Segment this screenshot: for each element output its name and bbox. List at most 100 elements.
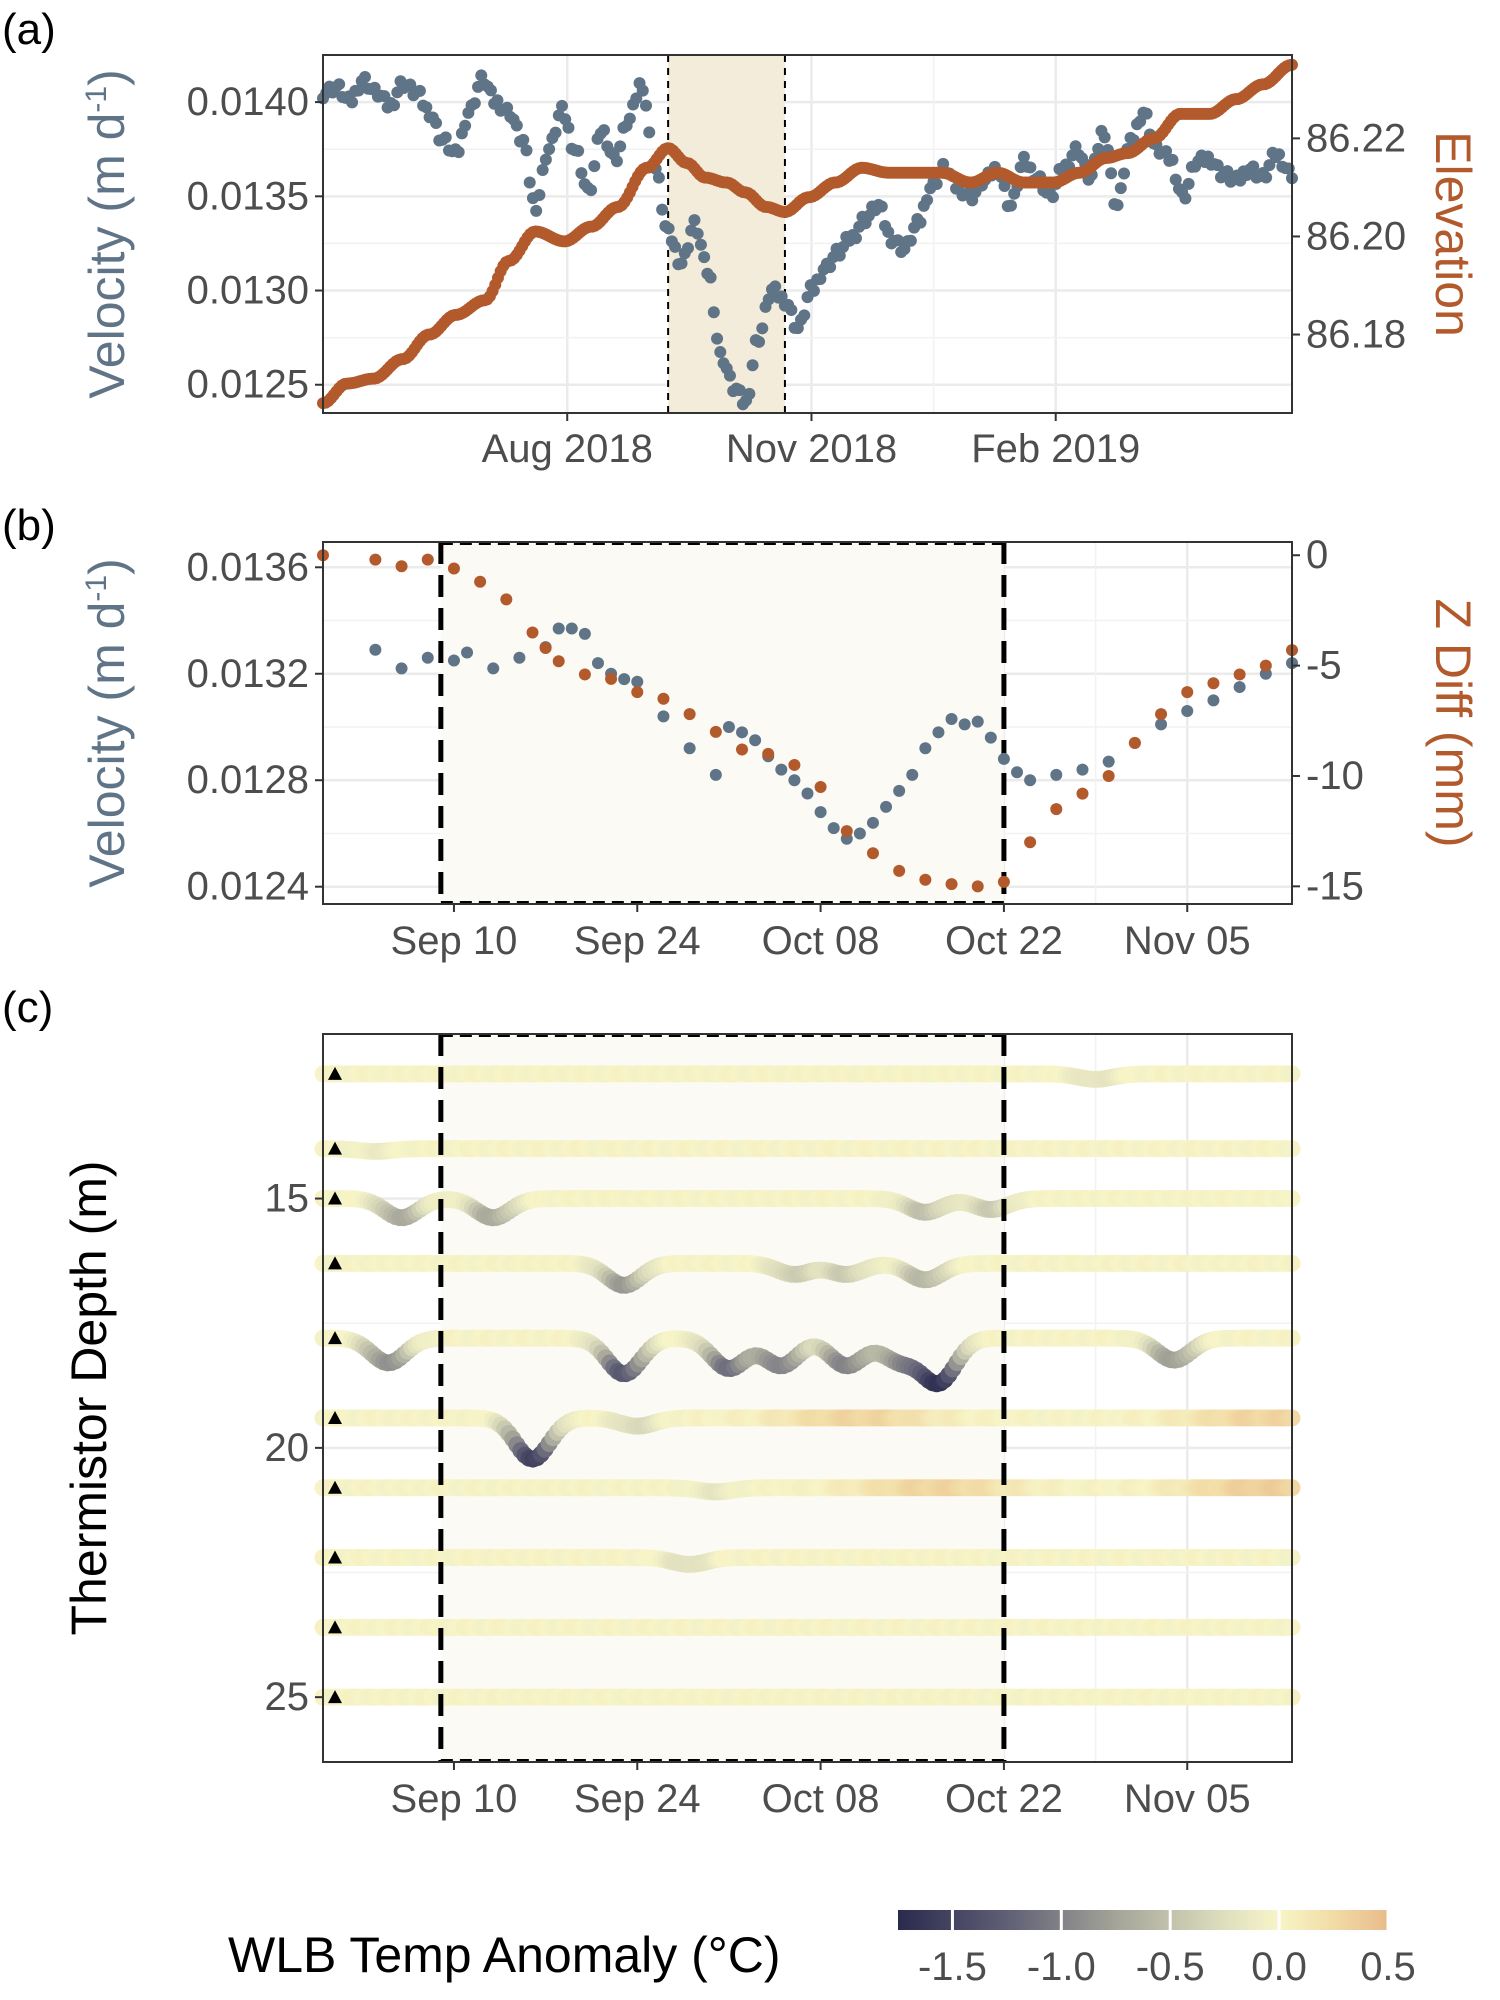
velocity-point xyxy=(1181,705,1194,718)
zdiff-point xyxy=(552,655,565,668)
velocity-point xyxy=(853,827,866,840)
velocity-point xyxy=(656,203,669,216)
panel-c-y-axis-title: Thermistor Depth (m) xyxy=(61,1160,117,1635)
zdiff-point xyxy=(1181,686,1194,699)
velocity-point xyxy=(694,238,707,251)
velocity-point xyxy=(743,387,756,400)
velocity-point xyxy=(814,273,827,286)
colorbar-legend: WLB Temp Anomaly (°C) -1.5 -1.0 -0.5 0.0… xyxy=(228,1910,1416,1989)
velocity-point xyxy=(552,622,565,635)
velocity-point xyxy=(698,251,711,264)
velocity-point xyxy=(1017,150,1030,163)
panel-a-x-tick-label: Aug 2018 xyxy=(482,427,653,471)
velocity-point xyxy=(866,816,879,829)
zdiff-point xyxy=(971,880,984,893)
velocity-point xyxy=(657,710,670,723)
panel-b-left-axis-title-end: ) xyxy=(79,558,135,575)
panel-b-zdiff-series xyxy=(317,549,1298,893)
velocity-point xyxy=(675,257,688,270)
panel-a-left-axis-title-main: Velocity (m d xyxy=(79,113,135,399)
velocity-point xyxy=(421,651,434,664)
panel-c: (c) 15 20 25 Sep 10 Sep 24 Oct 08 Oct 22 xyxy=(2,983,1301,1821)
zdiff-point xyxy=(1024,836,1037,849)
zdiff-point xyxy=(657,692,670,705)
panel-b-left-axis-title: Velocity (m d-1) xyxy=(79,558,135,888)
panel-c-y-axis: 15 20 25 xyxy=(265,1177,323,1719)
velocity-point xyxy=(533,188,546,201)
zdiff-point xyxy=(447,562,460,575)
colorbar-tick-label: 0.0 xyxy=(1251,1945,1307,1989)
panel-b-left-tick-label: 0.0136 xyxy=(187,545,309,589)
panel-b-x-tick-label: Sep 24 xyxy=(574,919,701,963)
velocity-point xyxy=(468,97,481,110)
velocity-point xyxy=(598,124,611,137)
velocity-point xyxy=(824,261,837,274)
panel-a-x-axis: Aug 2018 Nov 2018 Feb 2019 xyxy=(482,413,1140,471)
panel-b: (b) 0.0124 0.0128 0.0132 0.0136 0 -5 -10 xyxy=(2,501,1481,963)
panel-a-right-tick-label: 86.18 xyxy=(1306,313,1406,357)
velocity-point xyxy=(452,146,465,159)
velocity-point xyxy=(346,96,359,109)
zdiff-point xyxy=(945,878,958,891)
zdiff-point xyxy=(421,553,434,566)
velocity-point xyxy=(484,84,497,97)
zdiff-point xyxy=(919,873,932,886)
velocity-point xyxy=(520,144,533,157)
panel-b-right-tick-label: -5 xyxy=(1306,644,1342,688)
velocity-point xyxy=(352,84,365,97)
velocity-point xyxy=(807,284,820,297)
velocity-point xyxy=(1182,177,1195,190)
velocity-point xyxy=(756,322,769,335)
panel-c-y-tick-label: 25 xyxy=(265,1675,310,1719)
velocity-point xyxy=(753,335,766,348)
panel-a-frame xyxy=(322,54,1293,414)
velocity-point xyxy=(501,101,514,114)
velocity-point xyxy=(1221,165,1234,178)
velocity-point xyxy=(510,119,523,132)
velocity-point xyxy=(539,153,552,166)
velocity-point xyxy=(775,763,788,776)
zdiff-point xyxy=(539,641,552,654)
velocity-point xyxy=(543,143,556,156)
panel-a-left-axis-title-end: ) xyxy=(79,69,135,86)
velocity-point xyxy=(1155,718,1168,731)
velocity-point xyxy=(358,70,371,83)
velocity-point xyxy=(930,177,943,190)
velocity-point xyxy=(614,140,627,153)
colorbar-tick-label: -1.5 xyxy=(918,1945,987,1989)
zdiff-point xyxy=(762,747,775,760)
velocity-point xyxy=(683,742,696,755)
zdiff-point xyxy=(526,626,539,639)
panel-a-velocity-series xyxy=(317,69,1298,411)
velocity-point xyxy=(1160,145,1173,158)
velocity-point xyxy=(1233,681,1246,694)
zdiff-point xyxy=(1155,708,1168,721)
velocity-point xyxy=(707,306,720,319)
panel-a-left-axis: 0.0125 0.0130 0.0135 0.0140 xyxy=(187,80,323,407)
velocity-point xyxy=(921,194,934,207)
velocity-point xyxy=(722,720,735,733)
velocity-point xyxy=(588,160,601,173)
velocity-point xyxy=(1004,199,1017,212)
velocity-point xyxy=(971,715,984,728)
velocity-point xyxy=(513,651,526,664)
velocity-point xyxy=(746,359,759,372)
panel-c-x-tick-label: Sep 10 xyxy=(391,1777,518,1821)
panel-c-x-axis: Sep 10 Sep 24 Oct 08 Oct 22 Nov 05 xyxy=(391,1762,1251,1821)
panel-b-right-tick-label: -15 xyxy=(1306,864,1364,908)
velocity-point xyxy=(643,126,656,139)
colorbar-tick-label: -1.0 xyxy=(1027,1945,1096,1989)
velocity-point xyxy=(749,734,762,747)
velocity-point xyxy=(1247,160,1260,173)
velocity-point xyxy=(1024,774,1037,787)
panel-b-left-tick-label: 0.0124 xyxy=(187,865,309,909)
zdiff-point xyxy=(605,672,618,685)
panel-b-left-tick-label: 0.0128 xyxy=(187,758,309,802)
velocity-point xyxy=(891,234,904,247)
panel-a-left-tick-label: 0.0130 xyxy=(187,269,309,313)
velocity-point xyxy=(549,126,562,139)
panel-a-left-axis-title: Velocity (m d-1) xyxy=(79,69,135,399)
panel-a-left-tick-label: 0.0140 xyxy=(187,80,309,124)
velocity-point xyxy=(562,121,575,134)
velocity-point xyxy=(984,731,997,744)
